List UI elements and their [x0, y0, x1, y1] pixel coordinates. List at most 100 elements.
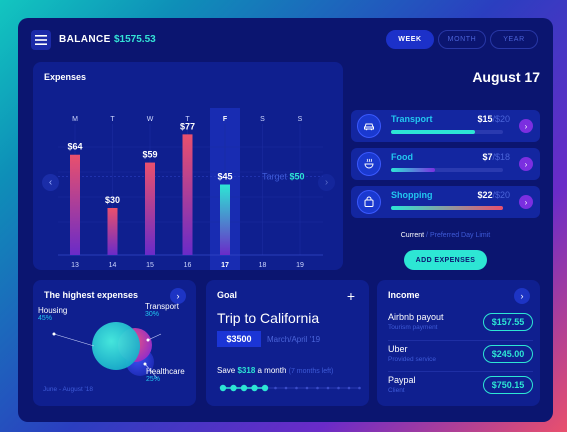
- save-suffix: a month: [257, 366, 287, 375]
- limit-legend: Current / Preferred Day Limit: [351, 232, 540, 239]
- healthcare-pct: 25%: [146, 376, 161, 383]
- housing-leader-line: [53, 333, 95, 347]
- top-bar: BALANCE $1575.53 WEEK MONTH YEAR: [18, 18, 553, 62]
- housing-label: Housing 45%: [38, 306, 67, 322]
- chevron-right-icon[interactable]: ›: [519, 157, 533, 171]
- healthcare-label: Healthcare 25%: [146, 367, 185, 383]
- expenses-title: Expenses: [44, 72, 87, 82]
- hamburger-menu-icon[interactable]: [31, 30, 51, 50]
- bar-value-label: $64: [67, 142, 82, 152]
- category-card-shopping[interactable]: Shopping $22/$20 ›: [351, 186, 540, 218]
- housing-name: Housing: [38, 306, 68, 315]
- save-prefix: Save: [217, 366, 236, 375]
- income-source: Client: [388, 387, 405, 394]
- target-label: Target $50: [262, 172, 305, 182]
- chevron-right-icon[interactable]: ›: [519, 119, 533, 133]
- day-tick-label: T: [110, 116, 115, 123]
- day-tick-label: T: [185, 116, 190, 123]
- legend-current: Current: [400, 232, 425, 239]
- category-spent: $15: [477, 114, 493, 124]
- bar-value-label: $30: [105, 195, 120, 205]
- goal-dot-empty: [295, 386, 298, 390]
- income-name: Paypal: [388, 375, 416, 385]
- category-name: Food: [391, 152, 413, 162]
- target-value: $50: [290, 172, 305, 182]
- healthcare-dot: [143, 362, 147, 366]
- expenses-panel: Target $50 M 13 $64 T 14 $30 W 15 $59 T 16 $77 F 17 $45…: [33, 62, 343, 270]
- chart-next-icon[interactable]: ›: [318, 174, 335, 191]
- category-spent: $22: [477, 190, 493, 200]
- chart-prev-icon[interactable]: ‹: [42, 174, 59, 191]
- goal-dot-empty: [358, 386, 361, 390]
- date-tick-label: 15: [146, 262, 154, 269]
- income-source: Provided service: [388, 356, 437, 363]
- category-name: Shopping: [391, 190, 433, 200]
- period-week-tab[interactable]: WEEK: [386, 30, 434, 49]
- category-panel: August 17 Transport $15/$20 › Food $7/$1…: [351, 62, 540, 270]
- day-tick-label: S: [260, 116, 265, 123]
- income-row[interactable]: Uber Provided service $245.00: [388, 344, 533, 372]
- category-progress-fill: [391, 168, 435, 172]
- goal-dot-filled: [219, 384, 227, 392]
- category-limit: /$18: [492, 152, 510, 162]
- goal-dot-empty: [347, 386, 351, 390]
- expense-bar: [145, 162, 155, 255]
- category-amount: $15/$20: [477, 114, 510, 124]
- goal-dot-filled: [240, 384, 248, 392]
- food-icon: [357, 152, 381, 176]
- day-tick-label: S: [298, 116, 303, 123]
- highest-expenses-panel: The highest expenses › Housing 45% Trans…: [33, 280, 196, 406]
- chevron-right-icon[interactable]: ›: [514, 288, 530, 304]
- chevron-right-icon[interactable]: ›: [170, 288, 186, 304]
- expense-bar: [107, 208, 118, 255]
- category-card-transport[interactable]: Transport $15/$20 ›: [351, 110, 540, 142]
- category-limit: /$20: [492, 190, 510, 200]
- income-row[interactable]: Paypal Client $750.15: [388, 375, 533, 403]
- goal-dot-filled: [251, 384, 258, 392]
- goal-dot-empty: [284, 386, 288, 390]
- legend-preferred: Preferred Day Limit: [429, 232, 491, 239]
- goal-dot-empty: [326, 386, 330, 390]
- plus-icon[interactable]: +: [346, 288, 356, 304]
- transport-name: Transport: [145, 302, 179, 311]
- goal-name: Trip to California: [217, 310, 320, 326]
- period-switch: WEEK MONTH YEAR: [386, 30, 538, 49]
- expenses-chart: Target $50 M 13 $64 T 14 $30 W 15 $59 T 16 $77 F 17 $45…: [58, 108, 323, 270]
- bubble-chart: [52, 322, 162, 379]
- transport-pct: 30%: [145, 311, 160, 318]
- transport-leader-line: [147, 333, 162, 341]
- chevron-right-icon[interactable]: ›: [519, 195, 533, 209]
- divider: [388, 371, 533, 372]
- bar-value-label: $77: [180, 121, 195, 131]
- category-amount: $7/$18: [482, 152, 510, 162]
- income-title: Income: [388, 290, 420, 300]
- car-icon: [357, 114, 381, 138]
- category-limit: /$20: [492, 114, 510, 124]
- income-row[interactable]: Airbnb payout Tourism payment $157.55: [388, 312, 533, 340]
- add-expenses-button[interactable]: ADD EXPENSES: [404, 250, 487, 270]
- category-amount: $22/$20: [477, 190, 510, 200]
- bar-value-label: $59: [142, 150, 157, 160]
- expense-bar: [220, 184, 230, 255]
- category-name: Transport: [391, 114, 433, 124]
- day-tick-label: F: [223, 116, 228, 123]
- category-spent: $7: [482, 152, 493, 162]
- goal-progress: [219, 384, 361, 392]
- goal-dot-empty: [316, 386, 319, 390]
- dashboard-frame: BALANCE $1575.53 WEEK MONTH YEAR Target …: [18, 18, 553, 422]
- housing-pct: 45%: [38, 315, 53, 322]
- period-year-tab[interactable]: YEAR: [490, 30, 538, 49]
- category-progress-track: [391, 130, 503, 134]
- date-tick-label: 14: [109, 262, 117, 269]
- category-card-food[interactable]: Food $7/$18 ›: [351, 148, 540, 180]
- income-source: Tourism payment: [388, 324, 438, 331]
- healthcare-name: Healthcare: [146, 367, 185, 376]
- goal-dot-filled: [261, 384, 269, 392]
- day-tick-label: M: [72, 116, 78, 123]
- income-amount: $157.55: [483, 313, 533, 331]
- income-name: Airbnb payout: [388, 312, 444, 322]
- income-name: Uber: [388, 344, 408, 354]
- period-month-tab[interactable]: MONTH: [438, 30, 486, 49]
- date-tick-label: 17: [221, 262, 229, 269]
- save-amount: $318: [237, 366, 256, 375]
